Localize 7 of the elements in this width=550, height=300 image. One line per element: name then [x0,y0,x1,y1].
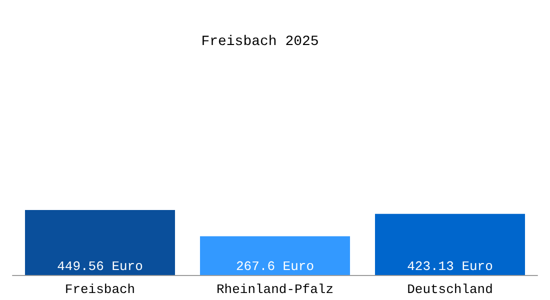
x-tick-label: Deutschland [407,282,493,297]
data-label: 449.56 Euro [57,259,143,274]
x-tick-label: Rheinland-Pfalz [216,282,334,297]
x-tick-label: Freisbach [64,282,136,297]
data-label: 267.6 Euro [236,259,314,274]
chart-title: Freisbach 2025 [201,34,319,50]
data-label: 423.13 Euro [407,259,493,274]
